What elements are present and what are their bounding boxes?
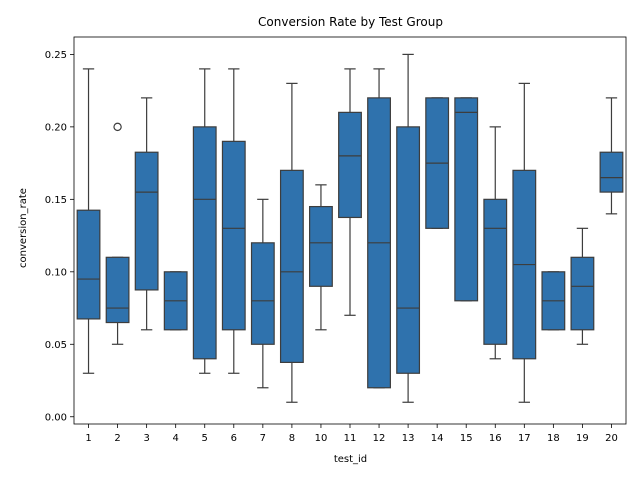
- x-tick-label: 3: [143, 433, 149, 444]
- x-tick-label: 19: [576, 433, 589, 444]
- y-tick-label: 0.05: [45, 340, 67, 351]
- x-tick-label: 4: [172, 433, 178, 444]
- y-tick-label: 0.20: [45, 122, 67, 133]
- x-tick-label: 6: [231, 433, 237, 444]
- box-2: [105, 256, 130, 324]
- box-20: [599, 151, 624, 193]
- box-8: [279, 169, 304, 363]
- x-tick-label: 14: [431, 433, 444, 444]
- x-tick-label: 16: [489, 433, 502, 444]
- x-tick-label: 1: [85, 433, 91, 444]
- box-16: [483, 198, 508, 345]
- x-tick-label: 20: [605, 433, 618, 444]
- chart-title: Conversion Rate by Test Group: [258, 15, 443, 29]
- x-tick-label: 15: [460, 433, 473, 444]
- x-tick-label: 18: [547, 433, 560, 444]
- x-tick-label: 8: [289, 433, 295, 444]
- axes-frame: [73, 36, 627, 425]
- box-3: [134, 151, 159, 291]
- x-tick-label: 11: [344, 433, 357, 444]
- x-tick-label: 5: [202, 433, 208, 444]
- y-tick-label: 0.00: [45, 412, 67, 423]
- x-tick-label: 10: [315, 433, 328, 444]
- box-11: [338, 111, 362, 219]
- box-10: [309, 205, 333, 287]
- plot-area: 1 2 3 4 5 6 7 8 10 11 12 13 14 15 16 17 18 19 200.000.050.…: [45, 36, 627, 444]
- x-tick-label: 13: [402, 433, 415, 444]
- y-tick-label: 0.15: [45, 195, 67, 206]
- x-tick-label: 12: [373, 433, 386, 444]
- y-tick-label: 0.10: [45, 267, 67, 278]
- y-tick-label: 0.25: [45, 50, 67, 61]
- box-13: [396, 126, 421, 374]
- box-7: [250, 242, 275, 345]
- box-19: [570, 256, 595, 331]
- box-1: [76, 209, 101, 320]
- x-axis-label: test_id: [334, 454, 367, 465]
- x-tick-label: 17: [518, 433, 531, 444]
- box-6: [221, 140, 246, 331]
- box-15: [454, 97, 479, 302]
- box-5: [192, 126, 217, 360]
- outlier-point: [113, 122, 122, 132]
- y-axis-label: conversion_rate: [18, 188, 29, 268]
- x-tick-label: 2: [114, 433, 120, 444]
- x-tick-label: 7: [260, 433, 266, 444]
